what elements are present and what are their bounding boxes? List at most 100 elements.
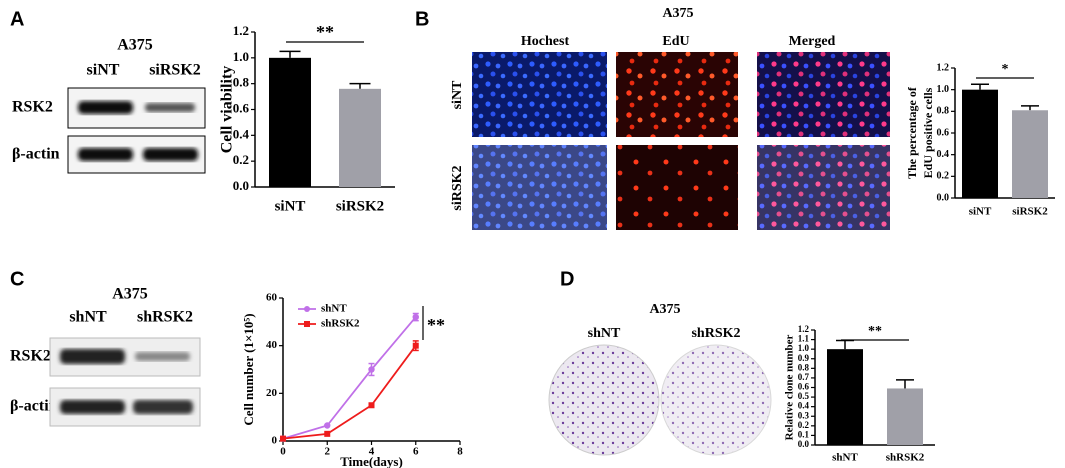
lane-label: shRSK2 bbox=[137, 309, 193, 326]
y-tick-label: 0.2 bbox=[798, 420, 810, 430]
y-axis-label: EdU positive cells bbox=[921, 87, 935, 178]
image bbox=[757, 52, 890, 137]
y-axis-label: Cell number (1×10⁵) bbox=[241, 313, 256, 425]
y-tick-label: 0.0 bbox=[798, 439, 810, 449]
x-tick-label: 8 bbox=[457, 446, 463, 458]
y-tick-label: 20 bbox=[266, 387, 278, 399]
x-tick-label: shNT bbox=[832, 452, 858, 464]
y-tick-label: 0.0 bbox=[233, 178, 249, 193]
image-title: A375 bbox=[662, 6, 693, 21]
band bbox=[60, 400, 125, 414]
series-line bbox=[282, 316, 417, 440]
point bbox=[280, 435, 286, 442]
blot-title: A375 bbox=[117, 37, 153, 54]
y-axis-label: Relative clone number bbox=[784, 335, 796, 441]
y-tick-label: 0.3 bbox=[798, 410, 810, 420]
y-tick-label: 1.0 bbox=[233, 49, 249, 64]
image bbox=[472, 145, 607, 230]
x-tick-label: shRSK2 bbox=[886, 452, 925, 464]
x-tick-label: 0 bbox=[280, 446, 286, 458]
y-tick-label: 60 bbox=[266, 292, 278, 304]
y-tick-label: 0.5 bbox=[798, 391, 810, 401]
band bbox=[145, 103, 195, 112]
x-tick-label: siRSK2 bbox=[1012, 206, 1048, 218]
x-axis-label: Time(days) bbox=[340, 454, 403, 468]
row-label: β-actin bbox=[10, 398, 58, 415]
y-tick-label: 0.6 bbox=[233, 100, 250, 115]
lane-label: siRSK2 bbox=[149, 62, 201, 79]
column-label: Hochest bbox=[521, 34, 570, 49]
point bbox=[368, 402, 375, 409]
band bbox=[78, 101, 133, 114]
panel-label: B bbox=[415, 8, 429, 30]
legend-marker bbox=[304, 321, 310, 327]
x-tick-label: 2 bbox=[325, 446, 331, 458]
row-label: siRSK2 bbox=[450, 165, 465, 210]
significance-label: ** bbox=[316, 22, 334, 42]
bar bbox=[1012, 110, 1048, 198]
column-label: Merged bbox=[789, 34, 836, 49]
panel-label: A bbox=[10, 8, 24, 30]
row-label: RSK2 bbox=[12, 99, 53, 116]
lane-label: siNT bbox=[87, 62, 120, 79]
y-tick-label: 0.4 bbox=[937, 149, 950, 160]
y-tick-label: 1.0 bbox=[798, 343, 810, 353]
y-tick-label: 40 bbox=[266, 339, 278, 351]
dish bbox=[548, 344, 660, 456]
y-tick-label: 1.0 bbox=[937, 84, 950, 95]
y-tick-label: 0.2 bbox=[233, 152, 249, 167]
y-tick-label: 0.9 bbox=[798, 353, 810, 363]
point bbox=[324, 430, 331, 437]
bar bbox=[339, 88, 381, 187]
image bbox=[757, 145, 890, 230]
band bbox=[60, 349, 125, 364]
y-tick-label: 0.4 bbox=[798, 401, 810, 411]
image-title: A375 bbox=[649, 302, 680, 317]
y-tick-label: 1.1 bbox=[798, 334, 810, 344]
x-tick-label: siNT bbox=[275, 198, 306, 214]
x-tick-label: siNT bbox=[969, 206, 992, 218]
point bbox=[412, 313, 419, 321]
y-tick-label: 0.8 bbox=[937, 106, 950, 117]
dish bbox=[660, 344, 772, 456]
legend-label: shRSK2 bbox=[321, 318, 360, 330]
significance-label: ** bbox=[427, 315, 445, 335]
legend-label: shNT bbox=[321, 303, 347, 315]
band bbox=[78, 148, 133, 161]
x-tick-label: 4 bbox=[369, 446, 375, 458]
column-label: shNT bbox=[588, 326, 621, 341]
y-tick-label: 0.8 bbox=[798, 362, 810, 372]
point bbox=[324, 422, 331, 429]
y-tick-label: 0.8 bbox=[233, 75, 250, 90]
bar bbox=[827, 349, 863, 445]
significance-label: * bbox=[1002, 62, 1009, 77]
bar bbox=[269, 57, 311, 188]
panel-label: C bbox=[10, 268, 24, 290]
band bbox=[135, 352, 190, 361]
image bbox=[616, 145, 738, 230]
y-tick-label: 0.4 bbox=[233, 126, 250, 141]
y-tick-label: 0.2 bbox=[937, 171, 950, 182]
blot-title: A375 bbox=[112, 286, 148, 303]
lane-label: shNT bbox=[69, 309, 107, 326]
y-tick-label: 0.7 bbox=[798, 372, 810, 382]
image bbox=[616, 52, 738, 137]
x-tick-label: siRSK2 bbox=[336, 198, 384, 214]
panel-label: D bbox=[560, 268, 574, 290]
y-axis-label: Cell viability bbox=[219, 66, 236, 154]
bar bbox=[962, 89, 998, 198]
row-label: RSK2 bbox=[10, 348, 51, 365]
significance-label: ** bbox=[868, 324, 882, 339]
y-tick-label: 0.6 bbox=[798, 382, 810, 392]
column-label: EdU bbox=[662, 34, 689, 49]
y-tick-label: 0.0 bbox=[937, 192, 950, 203]
y-tick-label: 0 bbox=[272, 435, 278, 447]
image bbox=[472, 52, 607, 137]
y-tick-label: 1.2 bbox=[937, 62, 950, 73]
row-label: siNT bbox=[450, 80, 465, 109]
y-tick-label: 0.1 bbox=[798, 429, 810, 439]
y-tick-label: 1.2 bbox=[798, 324, 810, 334]
series-line bbox=[282, 345, 417, 440]
x-tick-label: 6 bbox=[413, 446, 419, 458]
point bbox=[412, 342, 419, 349]
